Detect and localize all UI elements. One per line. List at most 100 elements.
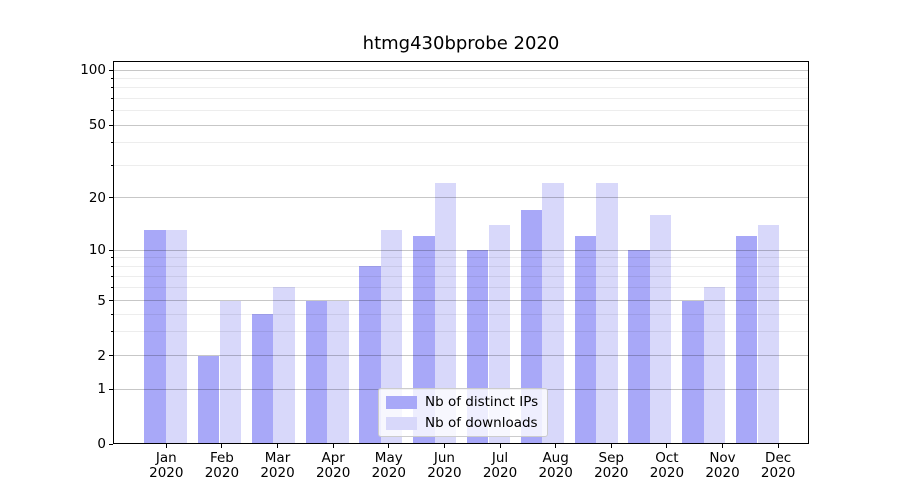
y-tick-label-100: 100 [80, 62, 106, 78]
x-tick-label-year: 2020 [315, 465, 351, 481]
x-tick-label-year: 2020 [538, 465, 573, 481]
gridline-major-20 [114, 197, 808, 199]
bar-distinct-ips-oct [628, 250, 650, 443]
y-tick-100 [109, 69, 113, 71]
bar-distinct-ips-apr [305, 300, 328, 443]
gridline-minor-70 [114, 97, 808, 99]
y-tick-50 [109, 124, 113, 126]
x-tick-jan [165, 444, 167, 448]
x-tick-label-year: 2020 [482, 465, 518, 481]
x-tick-label-mar: Mar 2020 [246, 451, 310, 481]
y-tick-5 [109, 300, 113, 302]
gridline-major-2 [114, 355, 808, 356]
x-tick-label-month: Sep [598, 450, 624, 466]
x-tick-label-month: Jun [433, 450, 455, 466]
x-tick-mar [277, 444, 279, 448]
x-tick-feb [221, 444, 223, 448]
x-tick-jun [443, 444, 445, 448]
x-tick-label-nov: Nov 2020 [691, 451, 755, 481]
bar-distinct-ips-nov [682, 300, 704, 443]
x-tick-label-jan: Jan 2020 [134, 451, 198, 481]
x-tick-label-month: Jul [491, 450, 509, 466]
legend: Nb of distinct IPs Nb of downloads [378, 388, 548, 437]
x-tick-aug [555, 444, 557, 448]
x-tick-label-jun: Jun 2020 [412, 451, 476, 481]
y-tick-minor-9 [110, 257, 113, 259]
x-tick-dec [777, 444, 779, 448]
y-tick-minor-70 [110, 97, 113, 99]
gridline-minor-3 [114, 330, 808, 332]
x-tick-label-year: 2020 [705, 465, 740, 481]
legend-label-distinct-ips: Nb of distinct IPs [425, 394, 539, 410]
y-tick-minor-8 [110, 265, 113, 267]
legend-item-distinct-ips: Nb of distinct IPs [379, 394, 547, 410]
x-tick-label-year: 2020 [371, 465, 406, 481]
bar-downloads-feb [219, 300, 242, 443]
bar-distinct-ips-mar [251, 314, 274, 443]
y-tick-label-50: 50 [88, 117, 106, 133]
bar-downloads-apr [327, 300, 349, 443]
bar-distinct-ips-aug [520, 209, 543, 443]
bar-downloads-jun [434, 183, 457, 443]
gridline-major-50 [114, 124, 808, 126]
gridline-minor-80 [114, 87, 808, 89]
x-tick-label-month: Apr [321, 450, 345, 466]
legend-item-downloads: Nb of downloads [379, 415, 547, 431]
x-tick-label-month: Dec [765, 450, 792, 466]
x-tick-apr [332, 444, 334, 448]
x-tick-label-aug: Aug 2020 [524, 451, 588, 481]
bar-distinct-ips-dec [735, 236, 758, 443]
y-tick-minor-40 [110, 142, 113, 144]
y-tick-label-2: 2 [97, 347, 106, 364]
x-tick-label-month: Aug [542, 450, 569, 466]
gridline-minor-8 [114, 265, 808, 267]
y-tick-2 [109, 355, 113, 356]
y-tick-minor-90 [110, 77, 113, 79]
legend-swatch-distinct-ips [386, 395, 417, 409]
bar-distinct-ips-sep [574, 236, 597, 443]
gridline-major-10 [114, 249, 808, 251]
bar-distinct-ips-may [359, 266, 381, 443]
chart-title: htmg430bprobe 2020 [362, 33, 560, 54]
gridline-major-100 [114, 69, 808, 71]
y-tick-0 [109, 443, 113, 445]
x-tick-label-may: May 2020 [357, 451, 421, 481]
y-tick-label-20: 20 [88, 189, 106, 206]
y-tick-minor-7 [110, 275, 113, 277]
bar-downloads-oct [649, 214, 672, 443]
y-tick-10 [109, 249, 113, 251]
x-tick-may [388, 444, 390, 448]
x-tick-label-month: May [374, 450, 403, 466]
bar-downloads-dec [757, 224, 780, 443]
y-tick-minor-3 [110, 330, 113, 332]
y-tick-1 [109, 388, 113, 390]
x-tick-label-month: Nov [709, 450, 736, 466]
gridline-minor-9 [114, 257, 808, 259]
gridline-minor-40 [114, 142, 808, 144]
x-tick-nov [722, 444, 723, 448]
x-tick-label-year: 2020 [649, 465, 685, 481]
x-tick-oct [666, 444, 668, 448]
gridline-minor-60 [114, 110, 808, 112]
bar-downloads-mar [273, 287, 295, 443]
legend-label-downloads: Nb of downloads [425, 415, 538, 431]
gridline-minor-90 [114, 77, 808, 79]
x-tick-label-month: Jan [155, 450, 177, 466]
x-tick-label-month: Oct [655, 450, 679, 466]
bar-distinct-ips-jan [144, 230, 166, 443]
gridline-minor-7 [114, 275, 808, 277]
x-tick-label-jul: Jul 2020 [468, 451, 532, 481]
bar-downloads-aug [542, 183, 564, 443]
legend-swatch-downloads [386, 416, 417, 430]
gridline-minor-6 [114, 286, 808, 288]
y-tick-label-5: 5 [97, 292, 106, 309]
x-tick-label-year: 2020 [260, 465, 295, 481]
gridline-major-5 [114, 300, 808, 302]
y-tick-label-0: 0 [97, 436, 106, 452]
y-tick-minor-4 [110, 313, 113, 315]
y-tick-20 [109, 197, 113, 199]
x-tick-label-oct: Oct 2020 [635, 451, 699, 481]
x-tick-label-month: Mar [264, 450, 291, 466]
x-tick-label-apr: Apr 2020 [301, 451, 365, 481]
